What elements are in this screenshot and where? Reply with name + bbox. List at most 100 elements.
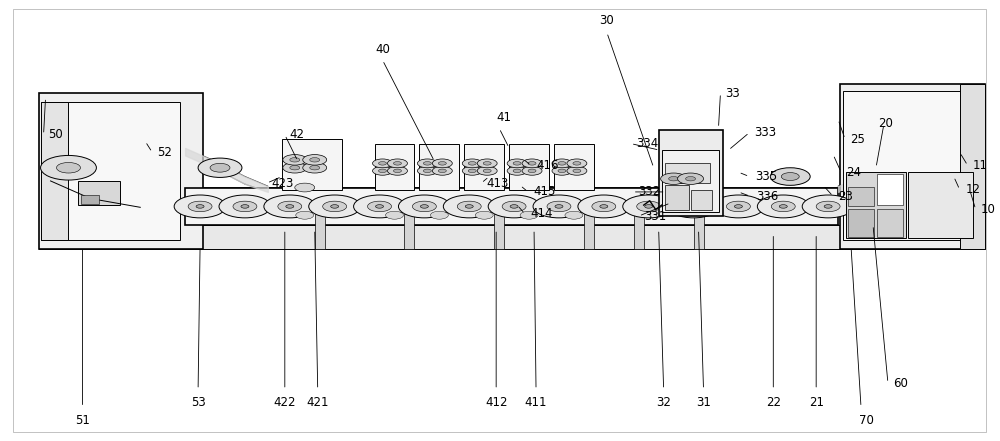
Text: 33: 33 <box>725 86 740 100</box>
Circle shape <box>219 195 271 218</box>
Circle shape <box>682 201 706 212</box>
Bar <box>877 174 903 205</box>
Circle shape <box>468 161 476 165</box>
Circle shape <box>417 166 437 175</box>
Text: 42: 42 <box>290 128 305 141</box>
Circle shape <box>198 158 242 177</box>
Circle shape <box>420 205 428 208</box>
Circle shape <box>578 195 630 218</box>
Circle shape <box>558 169 566 172</box>
Text: 12: 12 <box>966 183 981 196</box>
Circle shape <box>286 205 294 208</box>
Circle shape <box>712 195 764 218</box>
Circle shape <box>690 205 698 208</box>
Text: 22: 22 <box>766 396 781 409</box>
Text: 414: 414 <box>530 207 553 220</box>
Circle shape <box>781 172 799 180</box>
Bar <box>81 195 99 204</box>
Text: 41: 41 <box>497 111 512 123</box>
Circle shape <box>802 195 854 218</box>
Text: 412: 412 <box>485 396 507 409</box>
Bar <box>908 172 973 238</box>
Circle shape <box>295 183 315 192</box>
Circle shape <box>241 205 249 208</box>
Circle shape <box>726 201 750 212</box>
Text: 334: 334 <box>636 137 658 150</box>
Circle shape <box>296 211 314 219</box>
Circle shape <box>303 154 327 165</box>
Text: 332: 332 <box>638 185 660 198</box>
Circle shape <box>443 195 495 218</box>
Circle shape <box>507 166 527 175</box>
Circle shape <box>502 201 526 212</box>
Circle shape <box>573 169 581 172</box>
Bar <box>665 185 689 209</box>
Bar <box>665 163 710 183</box>
Text: 70: 70 <box>859 414 873 427</box>
Circle shape <box>233 201 257 212</box>
Circle shape <box>331 205 339 208</box>
Circle shape <box>507 159 527 168</box>
Text: 25: 25 <box>850 133 865 146</box>
Circle shape <box>290 157 300 162</box>
Bar <box>848 209 874 237</box>
Circle shape <box>309 195 361 218</box>
Text: 333: 333 <box>754 126 776 139</box>
Circle shape <box>475 211 493 219</box>
Circle shape <box>386 211 403 219</box>
Bar <box>419 144 459 190</box>
Circle shape <box>412 201 436 212</box>
Text: 10: 10 <box>981 203 996 216</box>
Bar <box>848 187 874 206</box>
Bar <box>694 214 704 249</box>
Circle shape <box>423 161 431 165</box>
Circle shape <box>661 173 687 184</box>
Circle shape <box>174 195 226 218</box>
Circle shape <box>533 195 585 218</box>
Circle shape <box>283 162 307 173</box>
Circle shape <box>528 161 536 165</box>
Text: 60: 60 <box>893 377 908 390</box>
Circle shape <box>522 159 542 168</box>
Circle shape <box>264 195 316 218</box>
Circle shape <box>528 169 536 172</box>
Circle shape <box>438 169 446 172</box>
Text: 411: 411 <box>525 396 547 409</box>
Bar <box>584 214 594 249</box>
Circle shape <box>283 154 307 165</box>
Bar <box>960 84 985 249</box>
Circle shape <box>600 205 608 208</box>
Circle shape <box>816 201 840 212</box>
Bar <box>39 93 203 249</box>
Circle shape <box>373 166 392 175</box>
Circle shape <box>488 195 540 218</box>
Circle shape <box>290 165 300 170</box>
Circle shape <box>678 173 704 184</box>
Circle shape <box>477 166 497 175</box>
Circle shape <box>771 201 795 212</box>
Bar <box>375 144 414 190</box>
Text: 331: 331 <box>644 209 666 223</box>
Bar <box>509 144 549 190</box>
Circle shape <box>354 195 405 218</box>
Circle shape <box>376 205 384 208</box>
Circle shape <box>457 201 481 212</box>
Text: 20: 20 <box>878 117 893 130</box>
Bar <box>282 139 342 190</box>
Circle shape <box>565 211 583 219</box>
Circle shape <box>513 161 521 165</box>
Circle shape <box>368 201 391 212</box>
Circle shape <box>379 161 386 165</box>
Circle shape <box>555 205 563 208</box>
Circle shape <box>465 205 473 208</box>
Circle shape <box>323 201 347 212</box>
Text: 415: 415 <box>533 185 555 198</box>
Text: 336: 336 <box>756 190 779 203</box>
Circle shape <box>398 195 450 218</box>
Circle shape <box>438 161 446 165</box>
Circle shape <box>824 205 832 208</box>
Circle shape <box>462 166 482 175</box>
Text: 23: 23 <box>838 190 853 203</box>
Bar <box>691 190 712 209</box>
Bar <box>554 144 594 190</box>
